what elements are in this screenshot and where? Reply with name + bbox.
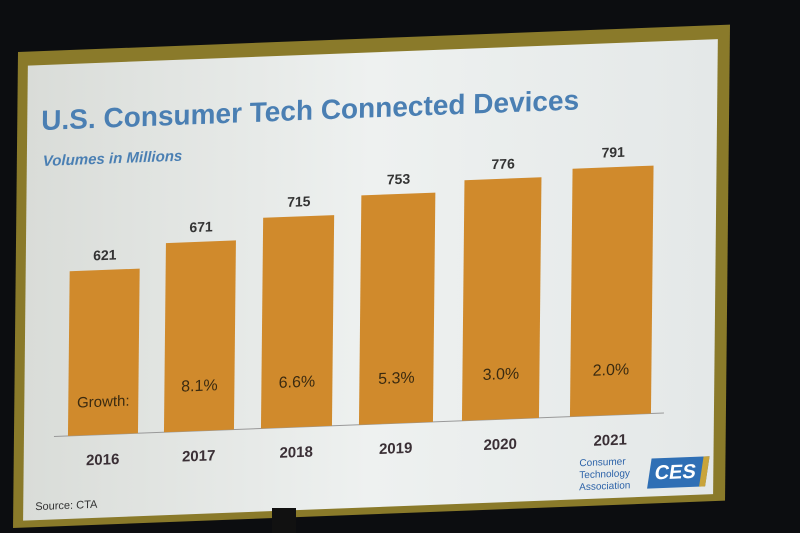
data-label: 715 xyxy=(287,193,311,210)
growth-value: 2.0% xyxy=(593,361,630,379)
x-tick-label: 2019 xyxy=(379,440,413,458)
x-tick-label: 2021 xyxy=(593,431,627,449)
data-label: 791 xyxy=(601,144,625,161)
logo-line: Technology xyxy=(579,468,630,482)
logo-line: Association xyxy=(579,480,631,494)
bar-2017 xyxy=(163,240,236,433)
data-label: 753 xyxy=(387,171,411,188)
growth-value: 3.0% xyxy=(483,366,520,384)
bar-2021 xyxy=(569,165,654,417)
podium-post xyxy=(272,508,296,533)
logo-text: Consumer Technology Association xyxy=(579,456,631,494)
bar-2019 xyxy=(358,192,436,425)
logo-line: Consumer xyxy=(579,456,626,470)
growth-value: 5.3% xyxy=(378,370,415,388)
data-label: 621 xyxy=(93,246,117,263)
cta-logo: Consumer Technology Association CES xyxy=(579,453,713,496)
slide: U.S. Consumer Tech Connected Devices Vol… xyxy=(23,39,718,521)
x-tick-label: 2016 xyxy=(86,451,120,469)
bar-2018 xyxy=(260,215,335,429)
bar-chart: 621 2016 Growth: 671 2017 8.1% 715 2018 6.6% 753 2… xyxy=(53,144,664,469)
x-tick-label: 2020 xyxy=(483,436,517,454)
growth-value: 6.6% xyxy=(279,373,316,391)
data-label: 776 xyxy=(491,155,515,172)
bar-2020 xyxy=(461,177,542,421)
x-tick-label: 2018 xyxy=(279,444,313,462)
projection-screen: U.S. Consumer Tech Connected Devices Vol… xyxy=(13,24,731,529)
data-label: 671 xyxy=(189,218,213,235)
ces-logo-mark: CES xyxy=(647,456,710,489)
growth-value: 8.1% xyxy=(181,377,218,395)
bar-2016 xyxy=(67,268,140,436)
source-note: Source: CTA xyxy=(35,498,98,514)
x-tick-label: 2017 xyxy=(182,447,216,465)
growth-label: Growth: xyxy=(77,393,130,412)
